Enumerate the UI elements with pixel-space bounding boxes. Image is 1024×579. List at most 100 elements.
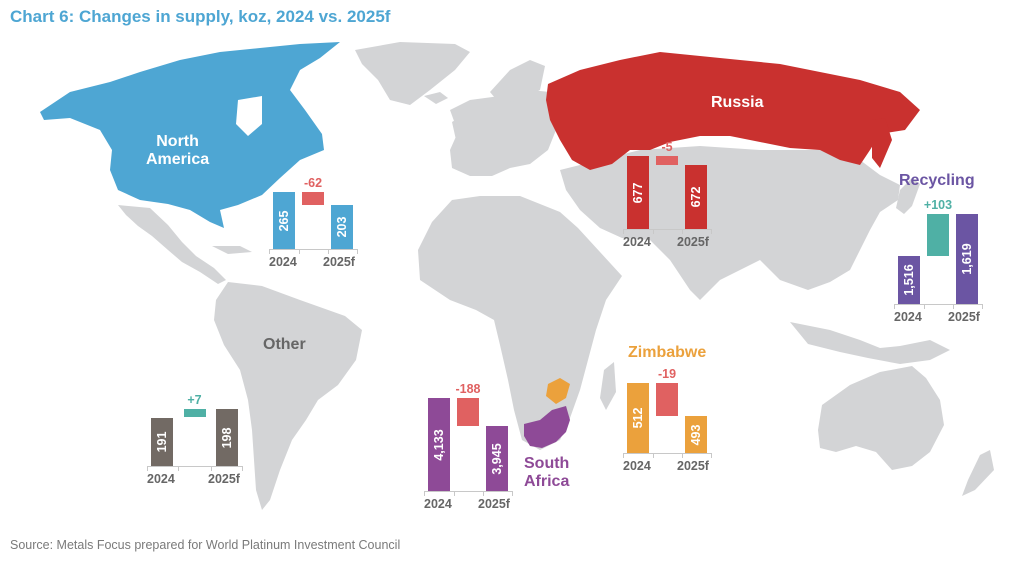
axis-tick [482,491,484,496]
axis-tick [424,491,425,496]
x-label-2024: 2024 [147,472,175,486]
x-axis-line [269,249,357,250]
bar-2025f: 3,945 [486,426,508,491]
greenland-shape [355,42,470,105]
label-south-africa-line2: Africa [524,473,570,490]
label-north-america: North America [146,133,209,169]
x-axis-line [623,453,711,454]
x-label-2024: 2024 [623,459,651,473]
caribbean-shape [212,246,252,254]
north-america-shape [40,42,340,228]
label-north-america-line1: North [156,133,199,150]
mini-chart-ot: 191 +7 198 2024 2025f [147,393,243,486]
change-label: -188 [455,382,481,396]
axis-tick [652,229,654,234]
zimbabwe-shape [546,378,570,404]
x-label-2024: 2024 [623,235,651,249]
axis-tick [681,453,683,458]
x-axis-line [424,491,512,492]
axis-tick [298,249,300,254]
russia-shape [546,52,920,170]
change-bar [457,398,479,426]
change-label: -62 [303,176,323,190]
bar-2024: 265 [273,192,295,249]
change-label: -5 [661,140,673,154]
axis-tick [652,453,654,458]
axis-tick [623,229,624,234]
label-zimbabwe: Zimbabwe [628,344,707,361]
change-label: +103 [923,198,953,212]
x-label-2024: 2024 [894,310,922,324]
bar-2025f: 198 [216,409,238,466]
x-label-2025f: 2025f [677,235,709,249]
axis-tick [894,304,895,309]
change-bar [183,409,206,417]
x-axis-line [894,304,982,305]
change-bar [302,192,324,205]
bar-value: 198 [220,427,234,448]
label-south-africa-line1: South [524,455,570,472]
central-america-shape [118,205,226,284]
axis-tick [242,466,243,471]
bar-2025f: 203 [331,205,353,249]
label-other: Other [263,336,306,353]
axis-tick [453,491,455,496]
x-axis-line [147,466,242,467]
x-label-2025f: 2025f [208,472,240,486]
japan-shape [896,178,920,214]
kamchatka-shape [872,118,892,168]
x-axis-line [623,229,711,230]
label-recycling: Recycling [899,172,975,189]
bar-2024: 512 [627,383,649,453]
mini-chart-ru: 677 -5 672 2024 2025f [623,140,712,249]
axis-tick [711,229,712,234]
bar-value: 493 [689,424,703,445]
label-north-america-line2: America [146,151,210,168]
australia-shape [818,366,944,470]
bar-2025f: 672 [685,165,707,229]
change-bar [656,156,678,165]
x-label-2025f: 2025f [478,497,510,511]
bar-value: 1,516 [902,264,916,296]
bar-value: 677 [631,182,645,203]
europe-shape [450,90,560,176]
indonesia-shape [790,322,950,364]
south-africa-shape [524,406,570,448]
bar-value: 203 [335,216,349,238]
bar-value: 3,945 [490,442,504,475]
bar-value: 672 [689,186,703,208]
south-america-shape [214,282,362,510]
bar-value: 4,133 [432,428,446,461]
label-south-africa: South Africa [524,455,569,491]
scandinavia-shape [490,60,545,104]
label-russia: Russia [711,94,764,111]
source-note: Source: Metals Focus prepared for World … [10,538,401,552]
axis-tick [952,304,954,309]
iceland-shape [424,92,448,104]
x-label-2025f: 2025f [323,255,355,269]
new-zealand-shape [962,450,994,496]
axis-tick [327,249,329,254]
change-bar [656,383,678,416]
chart-title: Chart 6: Changes in supply, koz, 2024 vs… [10,7,391,26]
axis-tick [982,304,983,309]
bar-value: 1,619 [960,243,974,275]
hudson-bay-shape [236,96,262,136]
x-label-2025f: 2025f [948,310,980,324]
change-label: -19 [657,367,677,381]
axis-tick [357,249,358,254]
axis-tick [147,466,148,471]
bar-2024: 191 [151,418,173,466]
mini-chart-sa: 4,133 -188 3,945 2024 2025f [424,382,513,511]
bar-2024: 1,516 [898,256,920,304]
bar-2024: 4,133 [428,398,450,491]
bar-2025f: 493 [685,416,707,453]
mini-chart-zw: 512 -19 493 2024 2025f [623,367,712,473]
axis-tick [269,249,270,254]
bar-value: 265 [277,210,291,231]
bar-2025f: 1,619 [956,214,978,304]
bar-value: 512 [631,407,645,429]
axis-tick [923,304,925,309]
axis-tick [681,229,683,234]
